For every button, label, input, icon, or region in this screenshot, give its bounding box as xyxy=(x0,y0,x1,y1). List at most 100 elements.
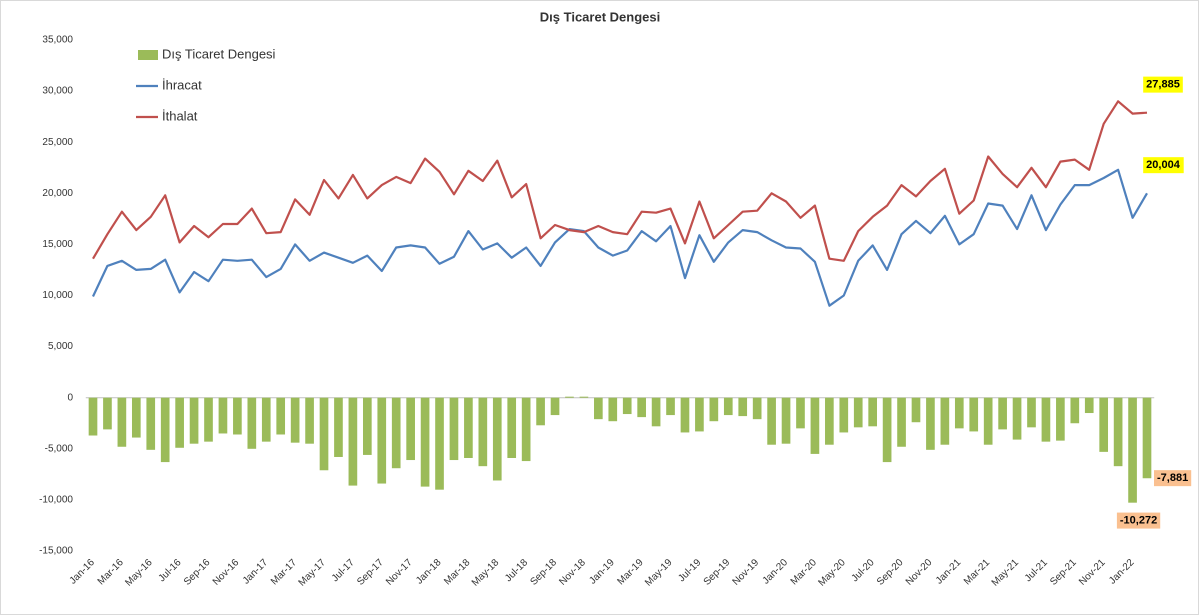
bar xyxy=(334,397,343,457)
bar xyxy=(651,397,661,427)
bar xyxy=(478,397,488,467)
chart-title: Dış Ticaret Dengesi xyxy=(540,9,660,24)
y-tick-label: 0 xyxy=(67,392,73,403)
bar xyxy=(796,397,805,429)
bar xyxy=(579,396,589,398)
y-tick-label: 10,000 xyxy=(42,290,73,301)
value-label: -10,272 xyxy=(1120,515,1157,527)
bar xyxy=(218,397,228,434)
y-tick-label: -15,000 xyxy=(39,546,73,557)
bar xyxy=(507,397,517,458)
bar xyxy=(752,397,762,420)
bar xyxy=(348,397,358,486)
bar xyxy=(305,397,314,444)
bar xyxy=(362,397,372,455)
bar xyxy=(131,397,141,438)
legend-label: İthalat xyxy=(162,108,198,123)
bar xyxy=(666,397,675,416)
bar xyxy=(637,397,646,418)
bar xyxy=(680,397,690,433)
bar xyxy=(1041,397,1051,442)
bar xyxy=(1128,397,1137,503)
bar xyxy=(998,397,1007,430)
line xyxy=(92,100,1148,262)
bar xyxy=(695,397,704,432)
bar xyxy=(247,397,257,449)
value-label-box xyxy=(1154,470,1192,487)
bar xyxy=(420,397,430,487)
bar xyxy=(853,397,863,428)
y-tick-label: 5,000 xyxy=(48,341,73,352)
bar xyxy=(1027,397,1036,428)
bar xyxy=(868,397,878,427)
bar xyxy=(189,397,199,444)
bar xyxy=(175,397,184,448)
bar xyxy=(319,397,329,471)
bar xyxy=(622,397,632,415)
bar xyxy=(435,397,444,490)
bar xyxy=(926,397,935,450)
bar xyxy=(406,397,415,461)
legend-swatch xyxy=(138,50,158,60)
bar xyxy=(1084,397,1094,414)
bar xyxy=(897,397,906,447)
bar xyxy=(377,397,387,484)
bar xyxy=(290,397,300,443)
bar xyxy=(565,396,574,398)
bar xyxy=(954,397,964,429)
value-label: -7,881 xyxy=(1157,472,1188,484)
y-tick-label: 20,000 xyxy=(42,188,73,199)
bar xyxy=(983,397,993,445)
bar xyxy=(550,397,560,416)
bar xyxy=(1142,397,1152,479)
bar xyxy=(261,397,271,442)
y-tick-label: 25,000 xyxy=(42,137,73,148)
y-tick-label: 35,000 xyxy=(42,35,73,46)
bar xyxy=(738,397,748,417)
bar xyxy=(767,397,776,445)
value-label-box xyxy=(1116,512,1161,529)
bar xyxy=(103,397,112,430)
bar xyxy=(608,397,618,422)
bar xyxy=(781,397,791,444)
bar xyxy=(391,397,401,469)
bar xyxy=(594,397,603,420)
value-label-box xyxy=(1143,157,1184,174)
bar xyxy=(1056,397,1065,441)
bar xyxy=(276,397,286,435)
y-tick-label: 15,000 xyxy=(42,239,73,250)
bar xyxy=(536,397,545,426)
bar xyxy=(88,397,98,436)
legend-label: İhracat xyxy=(162,77,202,92)
y-tick-label: 30,000 xyxy=(42,86,73,97)
bar xyxy=(117,397,127,447)
bar xyxy=(1113,397,1123,467)
y-tick-label: -5,000 xyxy=(45,443,74,454)
bar xyxy=(882,397,892,463)
bar xyxy=(1012,397,1022,440)
bar xyxy=(1070,397,1080,424)
bar xyxy=(1099,397,1109,452)
bar xyxy=(825,397,834,445)
bar xyxy=(464,397,473,458)
bar xyxy=(723,397,733,416)
value-label: 27,885 xyxy=(1146,79,1180,91)
bar xyxy=(940,397,950,445)
y-tick-label: -10,000 xyxy=(39,495,73,506)
value-label-box xyxy=(1143,76,1183,93)
bar xyxy=(160,397,170,463)
bar xyxy=(449,397,459,461)
bar xyxy=(911,397,921,423)
bar xyxy=(204,397,213,442)
bar xyxy=(709,397,719,422)
legend-label: Dış Ticaret Dengesi xyxy=(162,46,276,61)
bar xyxy=(810,397,820,454)
line xyxy=(92,168,1148,307)
bar xyxy=(233,397,242,435)
bar xyxy=(969,397,979,432)
bar xyxy=(839,397,849,433)
value-label: 20,004 xyxy=(1146,159,1181,171)
